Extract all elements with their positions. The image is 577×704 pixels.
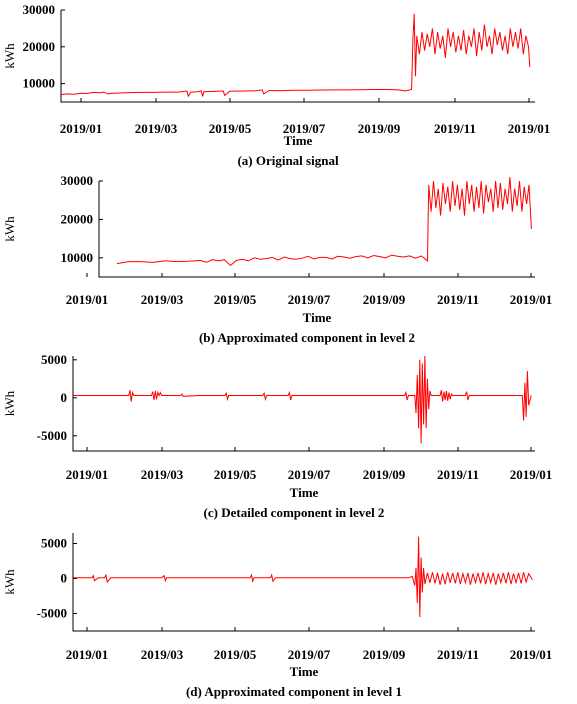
x-axis-label-2: Time (290, 485, 319, 500)
x-tick-label-0-0: 2019/01 (60, 121, 103, 136)
x-axis-label-3: Time (290, 664, 319, 679)
x-tick-label-3-4: 2019/09 (363, 647, 406, 662)
y-tick-label-2-1: 0 (61, 390, 68, 405)
x-tick-label-0-5: 2019/11 (434, 121, 476, 136)
x-tick-label-3-0: 2019/01 (66, 647, 109, 662)
y-tick-label-1-0: 10000 (61, 250, 94, 265)
x-tick-label-0-6: 2019/01 (508, 121, 551, 136)
y-tick-label-2-2: 5000 (41, 352, 67, 367)
x-tick-label-2-1: 2019/03 (141, 467, 184, 482)
x-tick-label-1-1: 2019/03 (141, 292, 184, 307)
x-tick-label-1-6: 2019/01 (510, 292, 553, 307)
y-tick-label-2-0: -5000 (37, 428, 67, 443)
x-tick-label-2-6: 2019/01 (510, 467, 553, 482)
panel-caption-1: (b) Approximated component in level 2 (199, 330, 415, 345)
panel-caption-3: (d) Approximated component in level 1 (186, 684, 402, 699)
axes-1 (98, 181, 535, 278)
x-tick-label-0-1: 2019/03 (135, 121, 178, 136)
series-line-2-0 (73, 355, 532, 444)
y-tick-label-0-1: 20000 (23, 39, 56, 54)
x-tick-label-3-2: 2019/05 (214, 647, 257, 662)
axes-2 (72, 356, 535, 452)
axes-0 (60, 10, 535, 103)
x-tick-label-1-5: 2019/11 (437, 292, 479, 307)
x-tick-label-1-3: 2019/07 (288, 292, 331, 307)
x-tick-label-2-3: 2019/07 (288, 467, 331, 482)
x-tick-label-3-6: 2019/01 (510, 647, 553, 662)
y-tick-label-0-2: 30000 (23, 2, 56, 17)
x-tick-label-3-5: 2019/11 (437, 647, 479, 662)
x-tick-label-1-4: 2019/09 (363, 292, 406, 307)
y-tick-label-0-0: 10000 (23, 76, 56, 91)
y-axis-label-3: kWh (2, 569, 17, 595)
x-tick-label-0-4: 2019/09 (358, 121, 401, 136)
y-tick-label-1-1: 20000 (61, 211, 94, 226)
series-line-1-0 (116, 177, 532, 267)
panel-caption-2: (c) Detailed component in level 2 (204, 505, 385, 520)
y-tick-label-1-2: 30000 (61, 173, 94, 188)
x-tick-label-3-1: 2019/03 (141, 647, 184, 662)
axes-3 (72, 533, 535, 632)
y-tick-label-3-2: 5000 (41, 536, 67, 551)
y-tick-label-3-1: 0 (61, 571, 68, 586)
x-tick-label-2-0: 2019/01 (66, 467, 109, 482)
series-line-3-0 (73, 536, 533, 618)
x-tick-label-2-5: 2019/11 (437, 467, 479, 482)
x-tick-label-3-3: 2019/07 (288, 647, 331, 662)
x-axis-label-1: Time (303, 310, 332, 325)
y-axis-label-1: kWh (2, 216, 17, 242)
x-tick-label-1-0: 2019/01 (66, 292, 109, 307)
x-tick-label-0-2: 2019/05 (209, 121, 252, 136)
x-tick-label-0-3: 2019/07 (283, 121, 326, 136)
series-line-0-0 (60, 13, 531, 98)
y-tick-label-3-0: -5000 (37, 606, 67, 621)
x-axis-label-0: Time (284, 133, 313, 148)
panel-caption-0: (a) Original signal (237, 153, 339, 168)
y-axis-label-0: kWh (2, 43, 17, 69)
x-tick-label-2-2: 2019/05 (214, 467, 257, 482)
x-tick-label-1-2: 2019/05 (214, 292, 257, 307)
x-tick-label-2-4: 2019/09 (363, 467, 406, 482)
y-axis-label-2: kWh (2, 390, 17, 416)
